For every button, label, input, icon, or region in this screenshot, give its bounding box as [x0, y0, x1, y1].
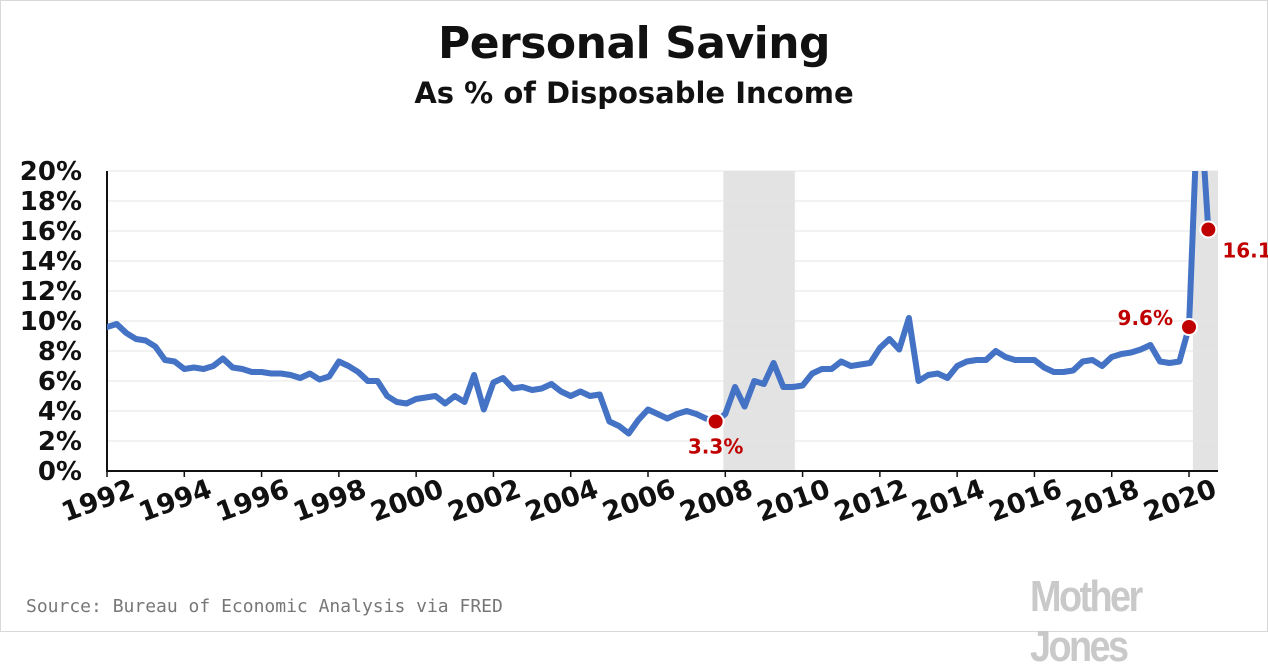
- x-tick-label: 2002: [444, 474, 525, 529]
- annotation-label: 9.6%: [1118, 306, 1173, 330]
- annotation-label: 3.3%: [688, 435, 743, 459]
- y-tick-label: 16%: [20, 217, 82, 247]
- y-tick-label: 4%: [38, 397, 82, 427]
- x-tick-label: 2020: [1139, 474, 1220, 529]
- y-tick-label: 8%: [38, 337, 82, 367]
- x-tick-label: 2010: [753, 474, 834, 529]
- y-tick-label: 10%: [20, 307, 82, 337]
- x-tick-label: 2018: [1062, 474, 1143, 529]
- line-chart: 0%2%4%6%8%10%12%14%16%18%20%199219941996…: [20, 157, 1268, 529]
- y-tick-label: 2%: [38, 427, 82, 457]
- x-tick-label: 1998: [289, 474, 370, 529]
- y-tick-label: 12%: [20, 277, 82, 307]
- x-tick-label: 2000: [367, 474, 448, 529]
- annotation-dot: [706, 412, 725, 431]
- x-tick-label: 2004: [521, 474, 602, 529]
- y-tick-label: 6%: [38, 367, 82, 397]
- annotation-dot: [1199, 220, 1218, 239]
- saving-rate-line: [107, 171, 1212, 437]
- y-tick-label: 18%: [20, 187, 82, 217]
- x-tick-label: 2012: [830, 474, 911, 529]
- x-tick-label: 2014: [908, 474, 989, 529]
- x-tick-label: 1996: [212, 474, 293, 529]
- x-tick-label: 2016: [985, 474, 1066, 529]
- mother-jones-logo: Mother Jones: [1030, 572, 1143, 671]
- annotation-label: 16.1%: [1222, 239, 1268, 263]
- chart-subtitle: As % of Disposable Income: [414, 76, 854, 110]
- source-note: Source: Bureau of Economic Analysis via …: [26, 596, 503, 617]
- x-tick-label: 2008: [676, 474, 757, 529]
- chart-frame: [0, 0, 1268, 632]
- chart-title: Personal Saving: [437, 18, 831, 69]
- annotation-dot: [1180, 318, 1199, 336]
- y-tick-label: 20%: [20, 157, 82, 187]
- x-tick-label: 2006: [598, 474, 679, 529]
- y-tick-label: 0%: [38, 457, 82, 487]
- y-tick-label: 14%: [20, 247, 82, 277]
- x-tick-label: 1994: [135, 474, 216, 529]
